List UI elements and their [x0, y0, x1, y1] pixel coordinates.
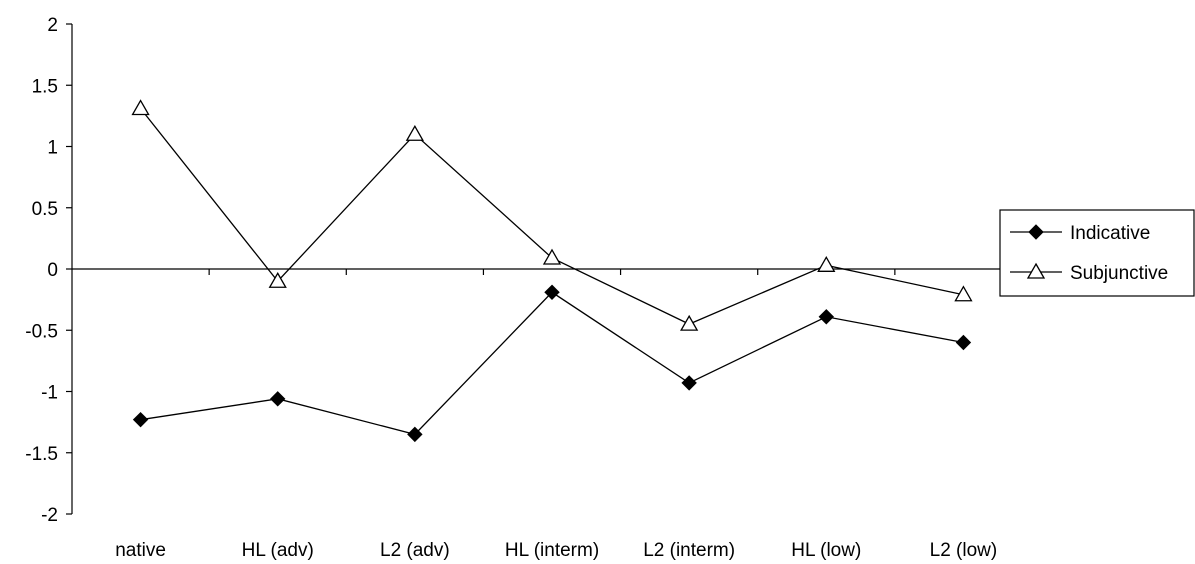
y-tick-label: 1.5 [32, 76, 58, 97]
y-tick-label: 2 [47, 15, 58, 36]
x-tick-label: HL (interm) [505, 540, 599, 561]
legend: Indicative Subjunctive [999, 209, 1195, 297]
y-tick-label: 1 [47, 138, 58, 159]
data-point [680, 314, 699, 331]
legend-marker [1026, 262, 1046, 279]
legend-label-indicative: Indicative [1070, 223, 1150, 244]
legend-box [999, 209, 1195, 297]
y-tick-label: -2 [41, 505, 58, 526]
x-tick-label: native [115, 540, 166, 561]
legend-label-subjunctive: Subjunctive [1070, 263, 1168, 284]
data-point [955, 334, 972, 351]
series-subjunctive [131, 99, 973, 331]
data-point [818, 309, 834, 325]
data-point [407, 426, 423, 443]
legend-marker [1028, 224, 1044, 240]
data-point [544, 284, 560, 300]
y-tick-label: 0.5 [32, 199, 58, 220]
x-tick-label: L2 (interm) [643, 540, 735, 561]
x-tick-label: HL (adv) [242, 540, 314, 561]
axes: 2 1.5 1 0.5 0 -0.5 -1 -1.5 -2 native HL (adv) L2 (a… [25, 15, 1032, 561]
x-tick-label: L2 (low) [930, 540, 998, 561]
data-point [131, 99, 150, 116]
data-point [270, 391, 286, 407]
y-tick-label: -1 [41, 383, 58, 404]
data-point [132, 411, 149, 428]
series-indicative [132, 284, 972, 443]
y-tick-label: 0 [47, 260, 58, 281]
x-tick-label: L2 (adv) [380, 540, 450, 561]
x-tick-label: HL (low) [791, 540, 861, 561]
data-point [817, 256, 836, 272]
data-point [542, 248, 562, 265]
data-point [681, 375, 697, 391]
y-tick-label: -1.5 [25, 444, 58, 465]
data-point [954, 285, 973, 302]
data-point [268, 271, 287, 288]
y-tick-label: -0.5 [25, 321, 58, 342]
data-point [405, 124, 424, 141]
series-layer [131, 99, 973, 443]
series-line-indicative [140, 291, 964, 436]
